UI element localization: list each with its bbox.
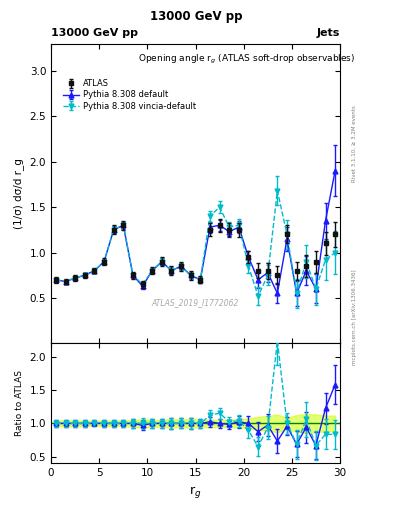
Y-axis label: Ratio to ATLAS: Ratio to ATLAS <box>15 370 24 436</box>
X-axis label: r$_g$: r$_g$ <box>189 484 202 500</box>
Text: Opening angle r$_g$ (ATLAS soft-drop observables): Opening angle r$_g$ (ATLAS soft-drop obs… <box>138 53 355 66</box>
Legend: ATLAS, Pythia 8.308 default, Pythia 8.308 vincia-default: ATLAS, Pythia 8.308 default, Pythia 8.30… <box>61 78 198 112</box>
Text: 13000 GeV pp: 13000 GeV pp <box>150 10 243 23</box>
Y-axis label: (1/σ) dσ/d r_g: (1/σ) dσ/d r_g <box>13 158 24 229</box>
Text: ATLAS_2019_I1772062: ATLAS_2019_I1772062 <box>152 298 239 307</box>
Text: mcplots.cern.ch [arXiv:1306.3436]: mcplots.cern.ch [arXiv:1306.3436] <box>352 270 357 365</box>
Text: Jets: Jets <box>317 28 340 38</box>
Text: 13000 GeV pp: 13000 GeV pp <box>51 28 138 38</box>
Text: Rivet 3.1.10, ≥ 3.2M events: Rivet 3.1.10, ≥ 3.2M events <box>352 105 357 182</box>
